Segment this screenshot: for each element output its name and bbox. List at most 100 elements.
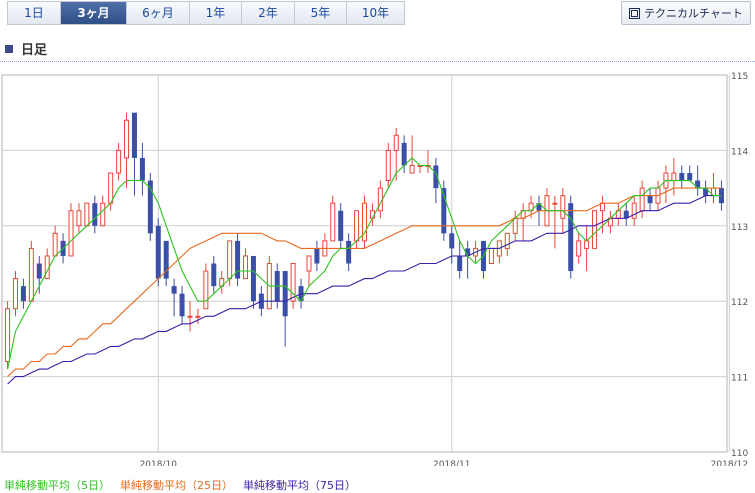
candle-body bbox=[441, 188, 447, 234]
candle-body bbox=[687, 173, 693, 181]
candle-body bbox=[512, 217, 518, 234]
candle-body bbox=[385, 149, 391, 182]
candle-body bbox=[116, 149, 122, 174]
candle-body bbox=[560, 195, 566, 219]
candle-body bbox=[576, 240, 582, 257]
window-icon bbox=[629, 7, 640, 19]
candle-body bbox=[671, 172, 677, 182]
candle-body bbox=[488, 247, 494, 264]
period-tabs: 1日 3ヶ月 6ヶ月 1年 2年 5年 10年 bbox=[7, 1, 405, 25]
candle-body bbox=[314, 248, 320, 264]
candle-body bbox=[187, 315, 193, 318]
candle-body bbox=[306, 255, 312, 272]
candle-body bbox=[552, 202, 558, 205]
tab-5[interactable]: 5年 bbox=[295, 2, 347, 24]
tab-6[interactable]: 10年 bbox=[347, 2, 404, 24]
divider bbox=[0, 61, 755, 62]
tab-4[interactable]: 2年 bbox=[242, 2, 295, 24]
candle-body bbox=[28, 247, 34, 302]
candle-body bbox=[362, 202, 367, 242]
candle-body bbox=[203, 270, 209, 310]
candle-body bbox=[155, 225, 161, 279]
period-header: 日足 bbox=[5, 39, 47, 58]
plot-area bbox=[1, 74, 728, 453]
candle-body bbox=[100, 202, 106, 227]
candle-body bbox=[346, 240, 352, 264]
candle-body bbox=[639, 187, 645, 212]
candle-body bbox=[695, 180, 701, 189]
x-tick-label: 2018/12 bbox=[711, 460, 748, 466]
candle-body bbox=[20, 286, 26, 302]
candle-body bbox=[171, 286, 177, 294]
y-tick-label: 113 bbox=[731, 223, 748, 233]
candle-body bbox=[647, 195, 653, 204]
candle-body bbox=[92, 203, 98, 226]
period-title: 日足 bbox=[21, 43, 48, 58]
legend-item: 単純移動平均（25日） bbox=[120, 479, 233, 492]
tab-3[interactable]: 1年 bbox=[190, 2, 242, 24]
candle-body bbox=[36, 263, 42, 279]
candle-body bbox=[703, 188, 709, 196]
candle-body bbox=[139, 157, 145, 181]
tab-1[interactable]: 3ヶ月 bbox=[61, 2, 127, 24]
candle-body bbox=[235, 240, 241, 279]
ma25-line bbox=[7, 187, 722, 377]
x-tick-label: 2018/10 bbox=[140, 460, 178, 466]
y-tick-label: 111 bbox=[731, 374, 748, 384]
square-icon bbox=[5, 44, 13, 53]
legend-item: 単純移動平均（5日） bbox=[4, 479, 110, 492]
x-tick-label: 2018/11 bbox=[433, 460, 470, 466]
candle-body bbox=[12, 278, 18, 310]
tab-2[interactable]: 6ヶ月 bbox=[127, 2, 190, 24]
candle-body bbox=[536, 203, 542, 211]
candle-body bbox=[592, 210, 598, 249]
candle-body bbox=[147, 180, 153, 234]
y-tick-label: 112 bbox=[731, 298, 748, 308]
ma5-line bbox=[7, 157, 722, 370]
candle-body bbox=[504, 232, 510, 249]
candle-body bbox=[354, 210, 360, 242]
candle-body bbox=[84, 202, 90, 227]
technical-chart-button[interactable]: テクニカルチャート bbox=[621, 1, 751, 25]
candle-body bbox=[393, 134, 399, 151]
candle-body bbox=[433, 165, 439, 189]
candle-body bbox=[76, 210, 82, 227]
legend: 単純移動平均（5日） 単純移動平均（25日） 単純移動平均（75日） bbox=[4, 477, 356, 493]
candle-body bbox=[330, 202, 336, 242]
candle-body bbox=[401, 142, 407, 166]
y-tick-label: 110 bbox=[731, 449, 748, 459]
candle-body bbox=[718, 188, 724, 204]
candle-body bbox=[179, 293, 185, 317]
candle-body bbox=[282, 271, 288, 317]
candle-body bbox=[163, 240, 169, 279]
legend-item: 単純移動平均（75日） bbox=[243, 479, 356, 492]
candle-body bbox=[131, 112, 137, 158]
candle-body bbox=[623, 210, 629, 219]
candle-body bbox=[409, 164, 415, 174]
candle-body bbox=[679, 173, 685, 181]
y-tick-label: 114 bbox=[731, 147, 748, 157]
candle-body bbox=[52, 232, 58, 257]
candle-body bbox=[250, 255, 256, 302]
candle-body bbox=[338, 210, 344, 241]
candle-body bbox=[227, 240, 233, 280]
candle-body bbox=[457, 255, 463, 272]
candle-body bbox=[568, 203, 574, 272]
ma75-line bbox=[7, 195, 722, 385]
candle-body bbox=[465, 248, 471, 256]
candle-body bbox=[195, 315, 201, 318]
candle-body bbox=[449, 233, 455, 249]
candle-body bbox=[631, 202, 637, 219]
candle-body bbox=[108, 172, 114, 204]
candle-body bbox=[290, 263, 296, 302]
candle-body bbox=[68, 210, 74, 257]
candle-body bbox=[124, 119, 130, 159]
candle-body bbox=[5, 308, 11, 363]
candle-body bbox=[584, 240, 590, 249]
tab-0[interactable]: 1日 bbox=[8, 2, 61, 24]
candle-body bbox=[211, 263, 217, 287]
technical-chart-label: テクニカルチャート bbox=[644, 7, 743, 20]
y-tick-label: 115 bbox=[731, 72, 748, 82]
candlestick-chart: 110 111 112 113 114 115 2018/10 2018/11 2018/12 bbox=[1, 72, 748, 466]
candle-body bbox=[243, 255, 249, 280]
